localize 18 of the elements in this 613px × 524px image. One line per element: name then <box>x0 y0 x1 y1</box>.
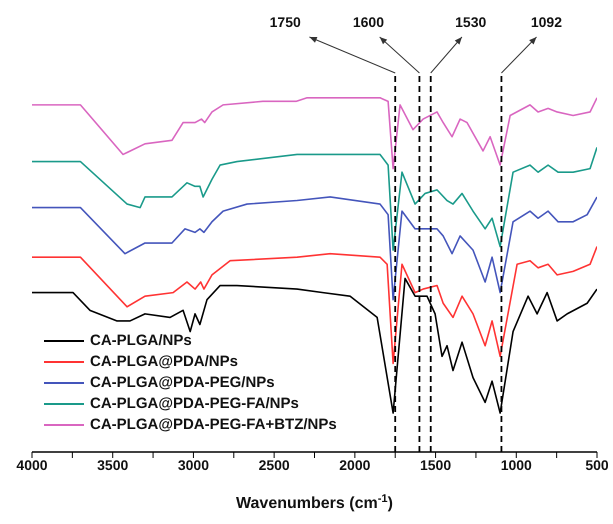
legend-label: CA-PLGA@PDA-PEG/NPs <box>90 373 275 393</box>
ref-line-label: 1092 <box>530 14 562 30</box>
ref-line-label: 1530 <box>455 14 487 30</box>
x-tick-label: 3000 <box>178 456 210 473</box>
ref-line-label: 1600 <box>352 14 384 30</box>
x-tick-label: 2000 <box>339 456 371 473</box>
legend-label: CA-PLGA@PDA/NPs <box>90 352 238 372</box>
x-tick-label: 1000 <box>500 456 532 473</box>
ref-line-label: 1750 <box>270 14 301 30</box>
x-tick-label: 1500 <box>420 456 452 473</box>
legend-label: CA-PLGA/NPs <box>90 331 192 351</box>
x-tick-label: 4000 <box>16 456 48 473</box>
x-tick-label: 500 <box>585 456 609 473</box>
x-tick-label: 3500 <box>97 456 128 473</box>
legend-label: CA-PLGA@PDA-PEG-FA+BTZ/NPs <box>90 415 337 435</box>
x-tick-label: 2500 <box>258 456 290 473</box>
x-axis-title: Wavenumbers (cm$^{-1}$) <box>236 493 393 512</box>
legend-label: CA-PLGA@PDA-PEG-FA/NPs <box>90 394 299 414</box>
